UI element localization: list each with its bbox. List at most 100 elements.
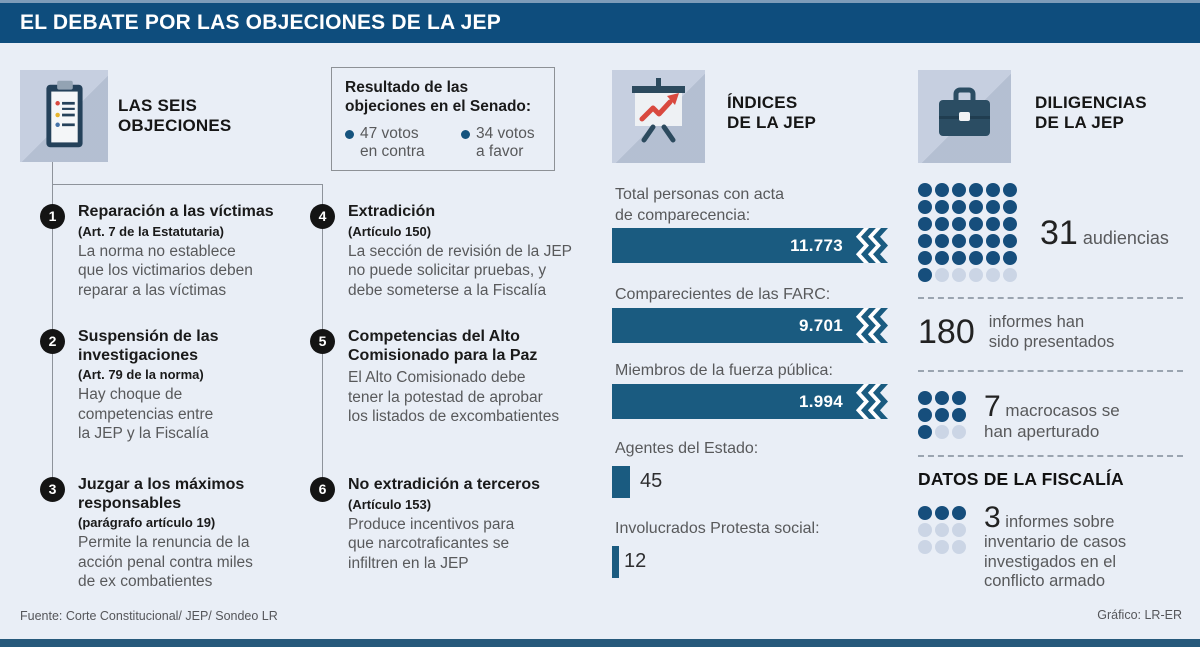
stat-label: macrocasos se han aperturado <box>984 401 1120 441</box>
presentation-chart-icon <box>632 78 685 143</box>
senate-result-box: Resultado de las objeciones en el Senado… <box>331 67 555 171</box>
dot-filled <box>935 183 949 197</box>
bar-value: 11.773 <box>790 235 843 255</box>
dot-empty <box>918 523 932 537</box>
objection-body: El Alto Comisionado debe tener la potest… <box>348 369 560 425</box>
dot-filled <box>935 408 949 422</box>
dot-empty <box>935 268 949 282</box>
dot-empty <box>952 268 966 282</box>
bar-value: 1.994 <box>798 391 843 411</box>
item-number-badge: 4 <box>310 204 335 229</box>
dot-filled <box>1003 234 1017 248</box>
stat-number: 180 <box>918 313 975 351</box>
source-credit: Fuente: Corte Constitucional/ JEP/ Sonde… <box>20 609 278 623</box>
mini-bar-value: 12 <box>624 550 647 572</box>
dot-filled <box>986 200 1000 214</box>
audiencias-dot-grid <box>918 183 1017 282</box>
bar-label-comparecencia: Total personas con acta de comparecencia… <box>615 186 784 224</box>
objection-body: Permite la renuncia de la acción penal c… <box>78 534 253 590</box>
stat-number: 7 <box>984 390 1001 423</box>
mini-bar-protesta <box>612 546 619 578</box>
mini-bar-agentes <box>612 466 630 498</box>
dot-filled <box>1003 200 1017 214</box>
macrocasos-stat: 7 macrocasos se han aperturado <box>984 392 1184 442</box>
dashed-divider <box>918 297 1183 299</box>
bar-fill: 1.994 <box>612 384 852 419</box>
dot-filled <box>918 251 932 265</box>
item-number-badge: 5 <box>310 329 335 354</box>
dot-filled <box>969 200 983 214</box>
dot-filled <box>986 217 1000 231</box>
objection-title: No extradición a terceros <box>348 476 541 493</box>
dot-empty <box>1003 268 1017 282</box>
objection-title: Reparación a las víctimas <box>78 203 274 220</box>
dot-filled <box>986 234 1000 248</box>
diligencias-section-title: DILIGENCIAS DE LA JEP <box>1035 93 1147 132</box>
dot-filled <box>918 425 932 439</box>
dashed-divider <box>918 370 1183 372</box>
dot-filled <box>952 234 966 248</box>
bar-label-agentes: Agentes del Estado: <box>615 440 759 457</box>
bar-label-protesta: Involucrados Protesta social: <box>615 520 820 537</box>
dot-filled <box>969 183 983 197</box>
dot-filled <box>918 391 932 405</box>
informes-stat: 180 informes han sido presentados <box>918 312 1114 352</box>
objection-item-3: 3 Juzgar a los máximos responsables (par… <box>40 476 333 592</box>
dot-filled <box>918 234 932 248</box>
objection-item-4: 4 Extradición (Artículo 150) La sección … <box>310 203 608 300</box>
graphic-credit: Gráfico: LR-ER <box>1097 608 1182 622</box>
diligencias-icon-tile <box>918 70 1011 163</box>
objection-article: (parágrafo artículo 19) <box>78 515 216 530</box>
objection-article: (Artículo 150) <box>348 223 432 239</box>
dot-filled <box>918 217 932 231</box>
vote-favor-text: 34 votos a favor <box>476 125 535 160</box>
macrocasos-dot-grid <box>918 391 966 439</box>
senate-box-title: Resultado de las objeciones en el Senado… <box>345 79 532 115</box>
dot-filled <box>1003 251 1017 265</box>
objection-item-6: 6 No extradición a terceros (Artículo 15… <box>310 476 608 573</box>
objection-title: Juzgar a los máximos responsables <box>78 476 245 512</box>
objection-article: (Artículo 153) <box>348 496 432 512</box>
dot-filled <box>935 391 949 405</box>
dot-filled <box>1003 217 1017 231</box>
dot-filled <box>952 200 966 214</box>
dot-filled <box>952 506 966 520</box>
item-number-badge: 1 <box>40 204 65 229</box>
dot-filled <box>918 506 932 520</box>
dot-filled <box>952 408 966 422</box>
bar-farc: 9.701 <box>612 308 888 343</box>
dot-empty <box>918 540 932 554</box>
dot-filled <box>918 200 932 214</box>
bar-label-fuerza-publica: Miembros de la fuerza pública: <box>615 362 833 379</box>
dot-filled <box>969 251 983 265</box>
dot-filled <box>918 183 932 197</box>
dot-empty <box>952 523 966 537</box>
page-title: EL DEBATE POR LAS OBJECIONES DE LA JEP <box>20 11 501 34</box>
objections-icon-tile <box>20 70 108 162</box>
dot-filled <box>986 251 1000 265</box>
connector-line-horizontal <box>52 184 322 185</box>
top-accent-strip <box>0 0 1200 3</box>
indices-section-title: ÍNDICES DE LA JEP <box>727 93 817 132</box>
bar-fill: 9.701 <box>612 308 852 343</box>
fiscalia-heading: DATOS DE LA FISCALÍA <box>918 469 1124 489</box>
dot-filled <box>935 200 949 214</box>
axis-break-icon <box>852 308 888 343</box>
stat-label: informes sobre inventario de casos inves… <box>984 513 1127 590</box>
dot-filled <box>952 217 966 231</box>
dot-filled <box>935 217 949 231</box>
bar-label-farc: Comparecientes de las FARC: <box>615 286 831 303</box>
dot-filled <box>935 251 949 265</box>
bar-fill: 11.773 <box>612 228 852 263</box>
item-number-badge: 6 <box>310 477 335 502</box>
stat-number: 3 <box>984 501 1001 534</box>
vote-against: 47 votos en contra <box>345 125 461 160</box>
connector-line-left <box>52 162 53 480</box>
bullet-icon <box>461 130 470 139</box>
dot-filled <box>935 506 949 520</box>
bullet-icon <box>345 130 354 139</box>
dot-filled <box>1003 183 1017 197</box>
objection-item-1: 1 Reparación a las víctimas (Art. 7 de l… <box>40 203 333 300</box>
dot-empty <box>952 540 966 554</box>
dot-empty <box>935 540 949 554</box>
